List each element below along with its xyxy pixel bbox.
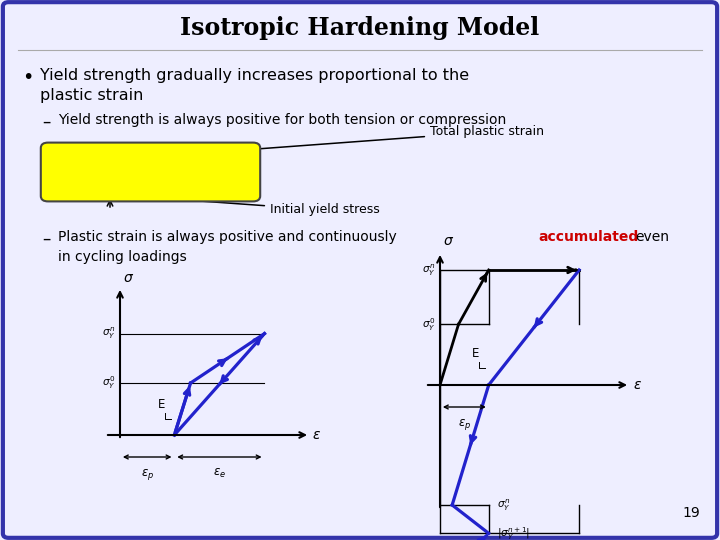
Text: E: E: [472, 347, 480, 360]
Text: Isotropic Hardening Model: Isotropic Hardening Model: [181, 16, 539, 40]
Text: Yield strength gradually increases proportional to the: Yield strength gradually increases propo…: [40, 68, 469, 83]
Text: •: •: [22, 68, 33, 87]
Text: $\sigma_Y^n$: $\sigma_Y^n$: [421, 262, 435, 278]
Text: Total plastic strain: Total plastic strain: [248, 125, 544, 152]
Text: $\varepsilon_e$: $\varepsilon_e$: [213, 467, 226, 480]
Text: $\varepsilon$: $\varepsilon$: [312, 428, 321, 442]
Text: Initial yield stress: Initial yield stress: [135, 194, 379, 217]
Text: $\varepsilon_p$: $\varepsilon_p$: [140, 467, 154, 482]
Text: $\sigma$: $\sigma$: [443, 234, 454, 248]
Text: Yield strength is always positive for both tension or compression: Yield strength is always positive for bo…: [58, 113, 506, 127]
Text: in cycling loadings: in cycling loadings: [58, 250, 186, 264]
Text: $\sigma_Y^0$: $\sigma_Y^0$: [421, 316, 435, 333]
Text: E: E: [158, 399, 166, 411]
Text: even: even: [635, 230, 669, 244]
Text: $\sigma_Y^n$: $\sigma_Y^n$: [497, 497, 510, 512]
Text: $\sigma_Y^0$: $\sigma_Y^0$: [102, 375, 115, 392]
Text: $\varepsilon$: $\varepsilon$: [633, 378, 642, 392]
Text: $\sigma_Y^n$: $\sigma_Y^n$: [102, 326, 115, 341]
Text: $\sigma_Y^n = \sigma_Y^0 + H\varepsilon_p^n$: $\sigma_Y^n = \sigma_Y^0 + H\varepsilon_…: [88, 157, 216, 187]
Text: $|\sigma_Y^{n+1}|$: $|\sigma_Y^{n+1}|$: [497, 525, 530, 540]
Text: plastic strain: plastic strain: [40, 88, 143, 103]
Text: 19: 19: [683, 506, 700, 520]
Text: $\sigma$: $\sigma$: [123, 271, 134, 285]
Text: $\varepsilon_p$: $\varepsilon_p$: [458, 417, 471, 432]
Text: –: –: [42, 113, 50, 131]
Text: accumulated: accumulated: [538, 230, 638, 244]
Text: –: –: [42, 230, 50, 248]
Text: Plastic strain is always positive and continuously: Plastic strain is always positive and co…: [58, 230, 397, 244]
